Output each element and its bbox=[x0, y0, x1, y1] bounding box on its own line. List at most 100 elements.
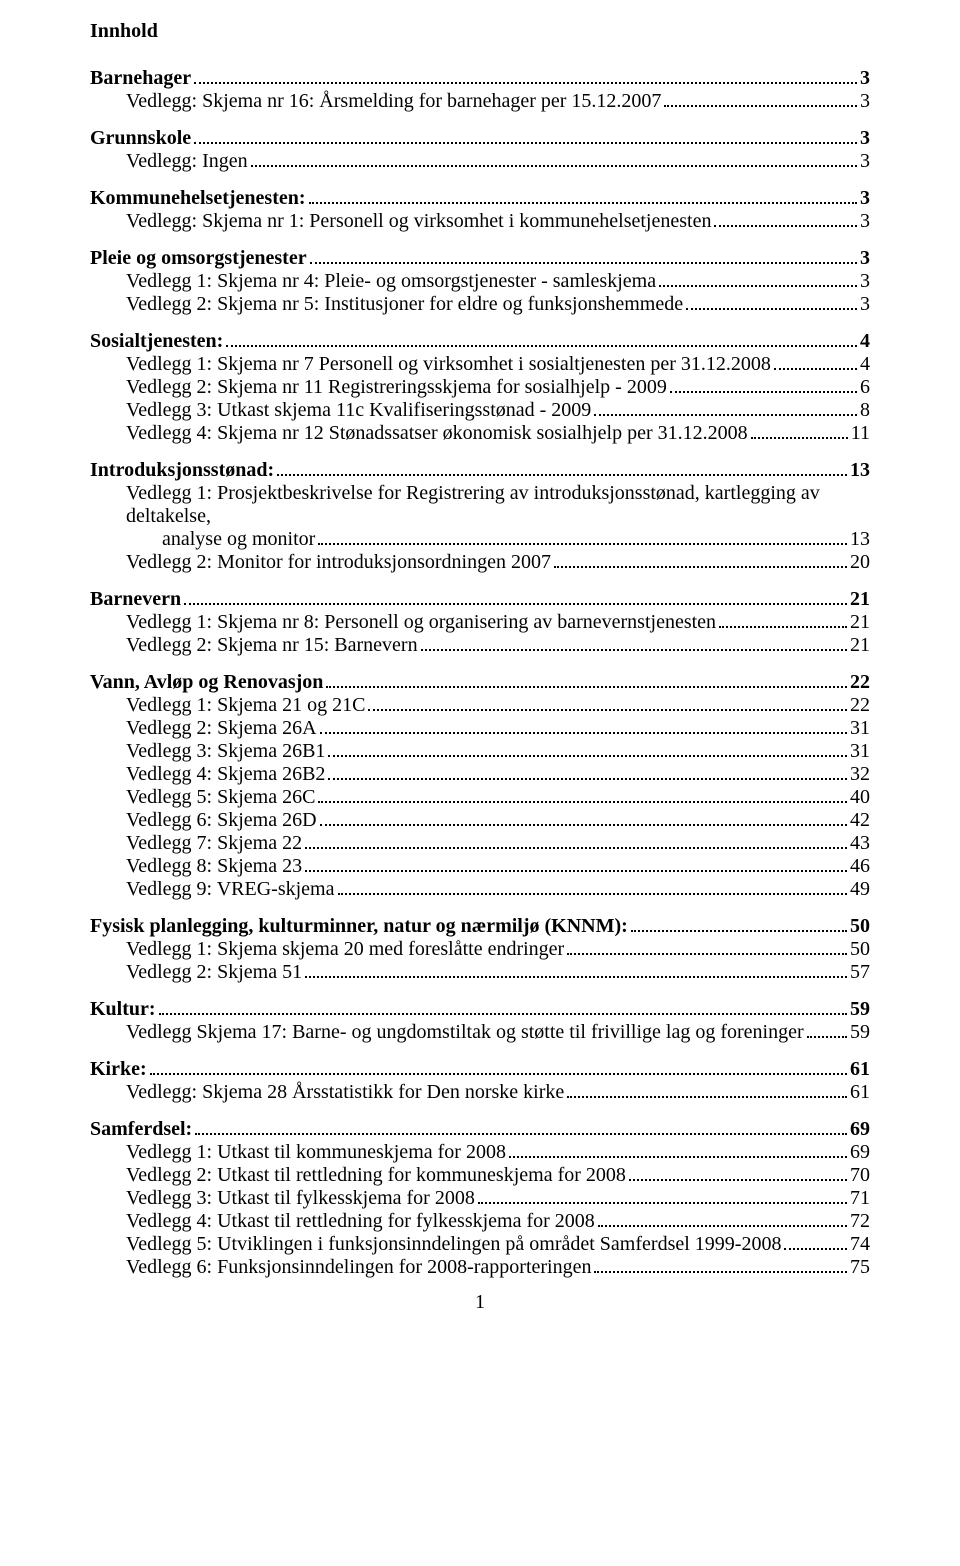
toc-entry: Vedlegg 9: VREG-skjema 49 bbox=[126, 878, 870, 901]
toc-leader bbox=[631, 930, 847, 932]
toc-entry-page: 13 bbox=[850, 528, 870, 551]
toc-leader bbox=[751, 437, 848, 439]
toc-entry-page: 74 bbox=[850, 1233, 870, 1256]
toc-leader bbox=[554, 566, 847, 568]
toc-leader bbox=[478, 1202, 847, 1204]
toc-entry-page: 32 bbox=[850, 763, 870, 786]
toc-entry: Vedlegg 1: Skjema nr 8: Personell og org… bbox=[126, 611, 870, 634]
table-of-contents: Barnehager 3 Vedlegg: Skjema nr 16: Årsmel… bbox=[90, 67, 870, 1279]
toc-entry: Vedlegg 2: Utkast til rettledning for ko… bbox=[126, 1164, 870, 1187]
toc-entry-label: Vedlegg: Skjema nr 16: Årsmelding for ba… bbox=[126, 90, 661, 113]
page-number: 1 bbox=[90, 1291, 870, 1314]
toc-entry-label: Vedlegg 6: Funksjonsinndelingen for 2008… bbox=[126, 1256, 591, 1279]
toc-leader bbox=[670, 391, 857, 393]
toc-section-head: Sosialtjenesten: 4 bbox=[90, 330, 870, 353]
toc-entry-label: Vedlegg Skjema 17: Barne- og ungdomstilt… bbox=[126, 1021, 804, 1044]
toc-entry-label: Vedlegg 2: Utkast til rettledning for ko… bbox=[126, 1164, 626, 1187]
toc-entry: Vedlegg 3: Utkast til fylkesskjema for 2… bbox=[126, 1187, 870, 1210]
toc-leader bbox=[277, 474, 847, 476]
toc-leader bbox=[509, 1156, 847, 1158]
toc-leader bbox=[774, 368, 857, 370]
toc-leader bbox=[338, 893, 848, 895]
toc-section-label: Introduksjonsstønad: bbox=[90, 459, 274, 482]
toc-entry: Vedlegg 8: Skjema 23 46 bbox=[126, 855, 870, 878]
doc-title: Innhold bbox=[90, 20, 870, 43]
toc-leader bbox=[328, 755, 847, 757]
toc-entry-label: Vedlegg 3: Utkast skjema 11c Kvalifiseri… bbox=[126, 399, 591, 422]
toc-leader bbox=[251, 165, 857, 167]
toc-section-head: Samferdsel: 69 bbox=[90, 1118, 870, 1141]
toc-leader bbox=[184, 603, 847, 605]
toc-entry-page: 31 bbox=[850, 717, 870, 740]
toc-entry-label: Vedlegg 1: Prosjektbeskrivelse for Regis… bbox=[126, 482, 870, 528]
toc-entry-page: 49 bbox=[850, 878, 870, 901]
toc-section-label: Vann, Avløp og Renovasjon bbox=[90, 671, 323, 694]
toc-entry-label: Vedlegg 1: Skjema nr 8: Personell og org… bbox=[126, 611, 716, 634]
toc-section-head: Kultur: 59 bbox=[90, 998, 870, 1021]
toc-entry-page: 71 bbox=[850, 1187, 870, 1210]
toc-entry: Vedlegg 4: Skjema 26B2 32 bbox=[126, 763, 870, 786]
toc-section-page: 21 bbox=[850, 588, 870, 611]
toc-entry: Vedlegg 7: Skjema 2243 bbox=[126, 832, 870, 855]
toc-entry-label: Vedlegg 1: Skjema nr 4: Pleie- og omsorg… bbox=[126, 270, 656, 293]
toc-section-head: Kommunehelsetjenesten:3 bbox=[90, 187, 870, 210]
toc-leader bbox=[719, 626, 847, 628]
toc-entry: Vedlegg 2: Skjema nr 11 Registreringsskj… bbox=[126, 376, 870, 399]
toc-leader bbox=[368, 709, 847, 711]
toc-entry-label: Vedlegg 8: Skjema 23 bbox=[126, 855, 302, 878]
toc-leader bbox=[594, 414, 857, 416]
toc-entry-label: Vedlegg 4: Skjema nr 12 Stønadssatser øk… bbox=[126, 422, 748, 445]
toc-entry: Vedlegg 1: Skjema 21 og 21C22 bbox=[126, 694, 870, 717]
toc-leader bbox=[714, 225, 857, 227]
toc-entry: Vedlegg 1: Skjema nr 7 Personell og virk… bbox=[126, 353, 870, 376]
toc-section-head: Vann, Avløp og Renovasjon22 bbox=[90, 671, 870, 694]
toc-entry-label: Vedlegg: Skjema nr 1: Personell og virks… bbox=[126, 210, 711, 233]
toc-entry-page: 31 bbox=[850, 740, 870, 763]
toc-entry: Vedlegg Skjema 17: Barne- og ungdomstilt… bbox=[126, 1021, 870, 1044]
toc-entry-label: Vedlegg 6: Skjema 26D bbox=[126, 809, 317, 832]
toc-entry: Vedlegg 1: Utkast til kommuneskjema for … bbox=[126, 1141, 870, 1164]
toc-entry-page: 8 bbox=[860, 399, 870, 422]
toc-leader bbox=[309, 202, 857, 204]
toc-entry-page: 22 bbox=[850, 694, 870, 717]
toc-entry-label: Vedlegg 1: Skjema nr 7 Personell og virk… bbox=[126, 353, 771, 376]
toc-entry-page: 46 bbox=[850, 855, 870, 878]
toc-leader bbox=[226, 345, 857, 347]
toc-leader bbox=[629, 1179, 847, 1181]
toc-leader bbox=[305, 847, 847, 849]
toc-section-label: Barnehager bbox=[90, 67, 191, 90]
toc-section-page: 59 bbox=[850, 998, 870, 1021]
toc-section-label: Kultur: bbox=[90, 998, 156, 1021]
toc-entry-label: Vedlegg 2: Skjema nr 5: Institusjoner fo… bbox=[126, 293, 683, 316]
toc-entry-page: 50 bbox=[850, 938, 870, 961]
toc-entry-page: 69 bbox=[850, 1141, 870, 1164]
toc-entry-label: Vedlegg 4: Skjema 26B2 bbox=[126, 763, 325, 786]
toc-leader bbox=[421, 649, 847, 651]
toc-leader bbox=[567, 953, 847, 955]
toc-entry-label: Vedlegg 1: Skjema skjema 20 med foreslåt… bbox=[126, 938, 564, 961]
toc-leader bbox=[659, 285, 857, 287]
page: Innhold Barnehager 3 Vedlegg: Skjema nr 16… bbox=[0, 0, 960, 1354]
toc-entry-page: 42 bbox=[850, 809, 870, 832]
toc-entry: Vedlegg: Skjema 28 Årsstatistikk for Den… bbox=[126, 1081, 870, 1104]
toc-entry-page: 3 bbox=[860, 150, 870, 173]
toc-section-page: 69 bbox=[850, 1118, 870, 1141]
toc-entry: Vedlegg 2: Skjema nr 15: Barnevern21 bbox=[126, 634, 870, 657]
toc-section-page: 4 bbox=[860, 330, 870, 353]
toc-section-label: Barnevern bbox=[90, 588, 181, 611]
toc-section-label: Samferdsel: bbox=[90, 1118, 192, 1141]
toc-leader bbox=[320, 732, 847, 734]
toc-section-label: Sosialtjenesten: bbox=[90, 330, 223, 353]
toc-leader bbox=[664, 105, 857, 107]
toc-leader bbox=[318, 543, 847, 545]
toc-leader bbox=[195, 1133, 847, 1135]
toc-leader bbox=[194, 82, 857, 84]
toc-entry-label: Vedlegg 9: VREG-skjema bbox=[126, 878, 335, 901]
toc-entry-page: 11 bbox=[851, 422, 870, 445]
toc-entry: Vedlegg 6: Funksjonsinndelingen for 2008… bbox=[126, 1256, 870, 1279]
toc-entry: Vedlegg 4: Utkast til rettledning for fy… bbox=[126, 1210, 870, 1233]
toc-section-head: Barnevern 21 bbox=[90, 588, 870, 611]
toc-entry-page: 40 bbox=[850, 786, 870, 809]
toc-leader bbox=[159, 1013, 847, 1015]
toc-entry: Vedlegg 2: Skjema 26A31 bbox=[126, 717, 870, 740]
